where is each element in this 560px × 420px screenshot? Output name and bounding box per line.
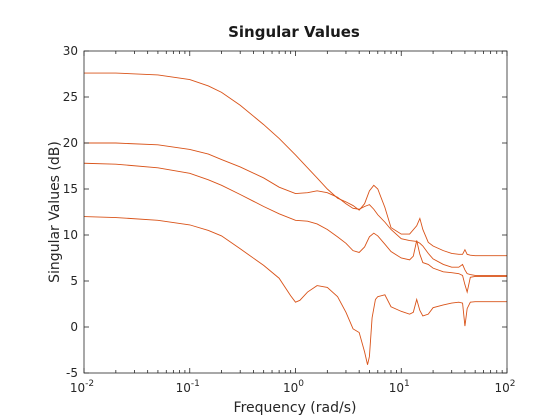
x-tick-label: 10-1 [176,379,200,395]
y-axis-label: Singular Values (dB) [47,141,63,283]
x-axis-label: Frequency (rad/s) [234,400,357,416]
y-tick-label: 20 [63,136,78,150]
axes [83,50,508,374]
y-tick-label: 10 [63,228,78,242]
y-tick-label: 25 [63,90,78,104]
y-tick-label: 5 [70,274,78,288]
series-line-2 [84,142,507,276]
x-tick-label: 101 [389,379,410,395]
series-line-4 [83,216,507,365]
series-line-1 [84,72,507,257]
y-ticks: -5 0 5 10 15 20 25 30 [63,44,507,380]
x-tick-label: 102 [494,379,515,395]
x-ticks: 10-2 10-1 100 101 102 [70,51,516,395]
x-tick-label: 10-2 [70,379,94,395]
y-tick-label: 0 [70,320,78,334]
plot-area [83,72,507,365]
x-tick-label: 100 [283,379,304,395]
axes-box [83,50,508,374]
series-line-3 [83,162,507,294]
chart-title: Singular Values [228,23,360,41]
y-tick-label: -5 [66,366,78,380]
y-tick-label: 15 [63,182,78,196]
y-tick-label: 30 [63,44,78,58]
